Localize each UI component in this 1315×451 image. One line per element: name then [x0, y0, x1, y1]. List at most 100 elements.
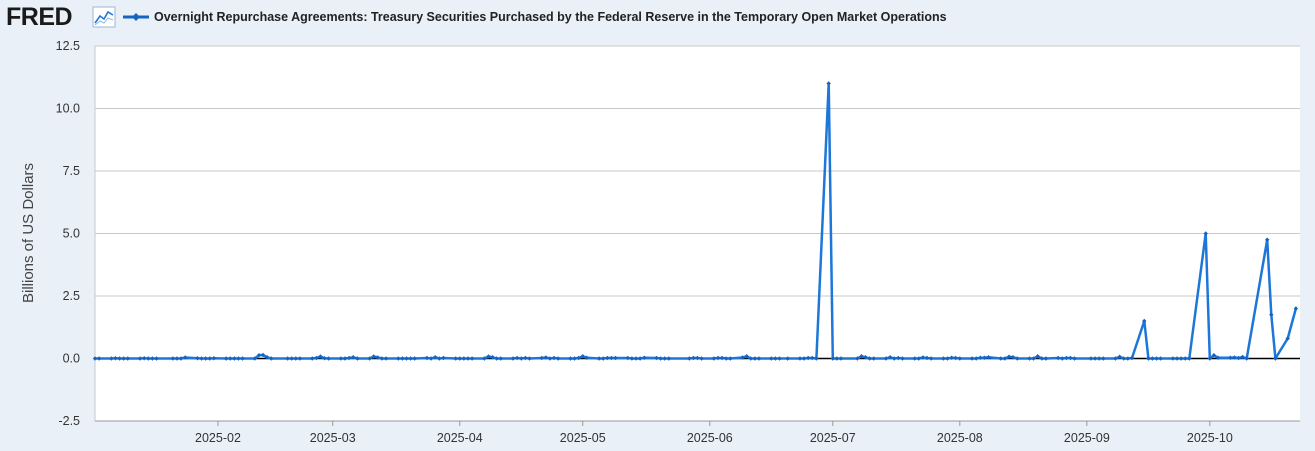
- data-point[interactable]: [785, 356, 790, 361]
- data-point[interactable]: [510, 356, 516, 361]
- data-point[interactable]: [1027, 356, 1032, 361]
- data-point[interactable]: [203, 356, 208, 361]
- data-point[interactable]: [1072, 356, 1077, 361]
- data-point[interactable]: [523, 355, 528, 361]
- data-point[interactable]: [199, 356, 204, 361]
- data-point[interactable]: [695, 355, 700, 361]
- data-point[interactable]: [355, 356, 360, 361]
- data-point[interactable]: [814, 356, 819, 361]
- data-point[interactable]: [1183, 356, 1188, 361]
- data-point[interactable]: [1273, 356, 1278, 361]
- data-point[interactable]: [1170, 356, 1176, 361]
- data-point[interactable]: [400, 356, 405, 361]
- data-point[interactable]: [629, 356, 635, 361]
- data-point[interactable]: [1121, 356, 1126, 361]
- data-point[interactable]: [605, 355, 610, 361]
- data-point[interactable]: [92, 356, 98, 361]
- data-point[interactable]: [137, 356, 143, 361]
- data-point[interactable]: [453, 356, 458, 361]
- data-point[interactable]: [1232, 355, 1237, 360]
- data-point[interactable]: [351, 355, 356, 360]
- data-point[interactable]: [642, 355, 647, 360]
- data-point[interactable]: [310, 356, 315, 361]
- data-point[interactable]: [974, 356, 979, 361]
- data-point[interactable]: [379, 356, 385, 361]
- data-point[interactable]: [432, 355, 438, 360]
- data-point[interactable]: [109, 356, 114, 361]
- data-point[interactable]: [986, 355, 991, 360]
- data-point[interactable]: [289, 356, 294, 361]
- data-point[interactable]: [437, 356, 442, 361]
- data-point[interactable]: [691, 355, 696, 361]
- data-point[interactable]: [551, 355, 557, 361]
- data-point[interactable]: [900, 356, 905, 361]
- data-point[interactable]: [912, 356, 917, 361]
- data-point[interactable]: [264, 355, 270, 360]
- data-point[interactable]: [170, 356, 176, 361]
- data-point[interactable]: [293, 356, 299, 361]
- data-point[interactable]: [871, 356, 876, 361]
- data-point[interactable]: [412, 356, 417, 361]
- data-point[interactable]: [240, 356, 245, 361]
- data-point[interactable]: [371, 354, 376, 359]
- data-point[interactable]: [326, 356, 331, 361]
- data-point[interactable]: [568, 356, 573, 361]
- data-point[interactable]: [428, 356, 434, 361]
- data-point[interactable]: [322, 356, 327, 361]
- data-point[interactable]: [576, 355, 581, 361]
- data-point[interactable]: [141, 356, 147, 361]
- data-point[interactable]: [654, 355, 659, 361]
- data-point[interactable]: [637, 356, 643, 361]
- data-point[interactable]: [924, 355, 930, 361]
- data-point[interactable]: [1158, 356, 1163, 361]
- data-point[interactable]: [543, 355, 549, 360]
- data-point[interactable]: [498, 356, 503, 361]
- data-point[interactable]: [1043, 356, 1049, 361]
- data-point[interactable]: [1031, 356, 1036, 361]
- data-point[interactable]: [211, 356, 217, 361]
- data-point[interactable]: [457, 356, 462, 361]
- data-point[interactable]: [756, 356, 762, 361]
- data-point[interactable]: [269, 356, 274, 361]
- data-point[interactable]: [461, 356, 467, 361]
- data-point[interactable]: [1285, 336, 1290, 341]
- data-point[interactable]: [314, 355, 319, 361]
- data-point[interactable]: [1154, 356, 1159, 361]
- data-point[interactable]: [256, 353, 262, 358]
- data-point[interactable]: [1002, 356, 1008, 361]
- data-point[interactable]: [375, 355, 381, 360]
- data-point[interactable]: [494, 356, 499, 361]
- data-point[interactable]: [1010, 355, 1016, 360]
- data-point[interactable]: [830, 356, 835, 361]
- data-point[interactable]: [146, 356, 151, 361]
- data-point[interactable]: [715, 355, 721, 361]
- data-point[interactable]: [223, 356, 229, 361]
- data-point[interactable]: [658, 356, 663, 361]
- data-point[interactable]: [957, 356, 963, 361]
- data-point[interactable]: [941, 356, 946, 361]
- data-point[interactable]: [855, 356, 860, 361]
- data-point[interactable]: [699, 356, 704, 361]
- data-point[interactable]: [1006, 354, 1012, 359]
- data-point[interactable]: [1215, 355, 1221, 360]
- data-point[interactable]: [744, 354, 749, 359]
- data-point[interactable]: [740, 355, 745, 360]
- data-point[interactable]: [207, 356, 212, 361]
- data-point[interactable]: [920, 355, 926, 360]
- data-point[interactable]: [1150, 356, 1155, 361]
- data-point[interactable]: [1101, 356, 1106, 361]
- data-point[interactable]: [1174, 356, 1180, 361]
- data-point[interactable]: [609, 355, 614, 361]
- data-point[interactable]: [723, 356, 729, 361]
- data-point[interactable]: [1060, 356, 1065, 361]
- data-point[interactable]: [408, 356, 413, 361]
- data-point[interactable]: [773, 356, 778, 361]
- data-point[interactable]: [613, 355, 618, 361]
- data-point[interactable]: [883, 356, 889, 361]
- data-point[interactable]: [1039, 356, 1044, 361]
- data-point[interactable]: [805, 355, 811, 361]
- data-point[interactable]: [625, 355, 631, 361]
- data-point[interactable]: [1244, 356, 1249, 361]
- data-point[interactable]: [1088, 356, 1094, 361]
- chart-legend[interactable]: Overnight Repurchase Agreements: Treasur…: [122, 6, 947, 28]
